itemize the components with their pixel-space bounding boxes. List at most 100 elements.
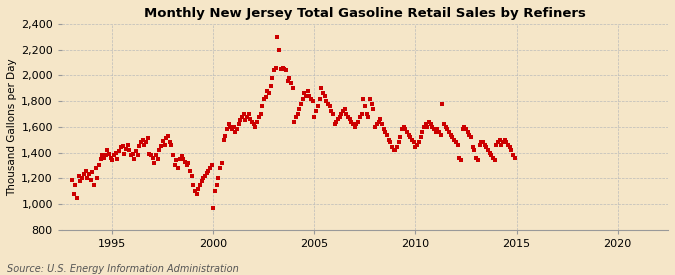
Point bbox=[237, 114, 248, 119]
Point bbox=[167, 153, 178, 157]
Point bbox=[111, 150, 122, 155]
Point bbox=[113, 149, 124, 153]
Point bbox=[370, 125, 381, 129]
Point bbox=[67, 177, 78, 182]
Point bbox=[410, 145, 421, 150]
Point bbox=[156, 144, 167, 148]
Point bbox=[361, 112, 372, 116]
Point bbox=[248, 122, 259, 127]
Point bbox=[286, 81, 296, 85]
Point bbox=[112, 157, 123, 161]
Point bbox=[163, 134, 173, 138]
Point bbox=[292, 112, 303, 116]
Point bbox=[164, 140, 175, 144]
Point bbox=[105, 156, 116, 160]
Title: Monthly New Jersey Total Gasoline Retail Sales by Refiners: Monthly New Jersey Total Gasoline Retail… bbox=[144, 7, 586, 20]
Point bbox=[129, 157, 140, 161]
Point bbox=[144, 152, 155, 156]
Point bbox=[405, 135, 416, 139]
Point bbox=[210, 189, 221, 193]
Point bbox=[260, 95, 271, 100]
Point bbox=[486, 153, 497, 157]
Point bbox=[317, 91, 328, 96]
Point bbox=[149, 161, 160, 165]
Point bbox=[275, 67, 286, 71]
Point bbox=[501, 140, 512, 144]
Point bbox=[460, 127, 471, 132]
Point bbox=[319, 94, 330, 98]
Point bbox=[340, 107, 350, 111]
Point bbox=[131, 149, 142, 153]
Point bbox=[313, 104, 323, 108]
Point bbox=[205, 166, 215, 170]
Point bbox=[277, 65, 288, 70]
Point bbox=[264, 91, 275, 96]
Point bbox=[390, 148, 401, 152]
Point bbox=[439, 122, 450, 127]
Point bbox=[242, 114, 252, 119]
Point bbox=[230, 130, 241, 134]
Point bbox=[456, 158, 466, 163]
Point bbox=[408, 140, 419, 144]
Point bbox=[267, 76, 278, 80]
Point bbox=[385, 140, 396, 144]
Point bbox=[457, 127, 468, 132]
Point bbox=[497, 140, 508, 144]
Point bbox=[378, 127, 389, 132]
Point bbox=[227, 127, 238, 132]
Point bbox=[333, 117, 344, 121]
Point bbox=[198, 176, 209, 180]
Point bbox=[415, 135, 426, 139]
Point bbox=[122, 143, 133, 147]
Point bbox=[380, 130, 391, 134]
Point bbox=[299, 91, 310, 96]
Point bbox=[429, 127, 439, 132]
Point bbox=[194, 183, 205, 187]
Point bbox=[368, 107, 379, 111]
Point bbox=[273, 47, 284, 52]
Point bbox=[193, 186, 204, 191]
Point bbox=[481, 145, 491, 150]
Point bbox=[180, 160, 190, 164]
Point bbox=[440, 125, 451, 129]
Point bbox=[188, 183, 198, 187]
Point bbox=[183, 161, 194, 165]
Point bbox=[208, 206, 219, 210]
Point bbox=[254, 114, 265, 119]
Point bbox=[288, 86, 298, 90]
Point bbox=[435, 132, 446, 137]
Point bbox=[396, 127, 407, 132]
Text: Source: U.S. Energy Information Administration: Source: U.S. Energy Information Administ… bbox=[7, 264, 238, 274]
Point bbox=[491, 143, 502, 147]
Point bbox=[83, 172, 94, 177]
Point bbox=[298, 96, 308, 101]
Point bbox=[223, 122, 234, 127]
Point bbox=[414, 140, 425, 144]
Point bbox=[132, 153, 143, 157]
Point bbox=[508, 153, 518, 157]
Point bbox=[343, 114, 354, 119]
Point bbox=[190, 189, 200, 193]
Point bbox=[87, 170, 98, 174]
Point bbox=[74, 174, 84, 178]
Point bbox=[147, 156, 158, 160]
Point bbox=[421, 122, 431, 127]
Point bbox=[75, 179, 86, 183]
Point bbox=[483, 148, 493, 152]
Point bbox=[169, 163, 180, 168]
Point bbox=[181, 163, 192, 168]
Point bbox=[329, 122, 340, 127]
Point bbox=[504, 145, 515, 150]
Point bbox=[416, 130, 427, 134]
Point bbox=[449, 138, 460, 142]
Point bbox=[398, 125, 409, 129]
Point bbox=[437, 101, 448, 106]
Point bbox=[496, 143, 507, 147]
Point bbox=[151, 153, 161, 157]
Point bbox=[383, 138, 394, 142]
Point bbox=[107, 158, 118, 163]
Point bbox=[447, 135, 458, 139]
Point bbox=[97, 153, 108, 157]
Point bbox=[92, 176, 103, 180]
Point bbox=[196, 179, 207, 183]
